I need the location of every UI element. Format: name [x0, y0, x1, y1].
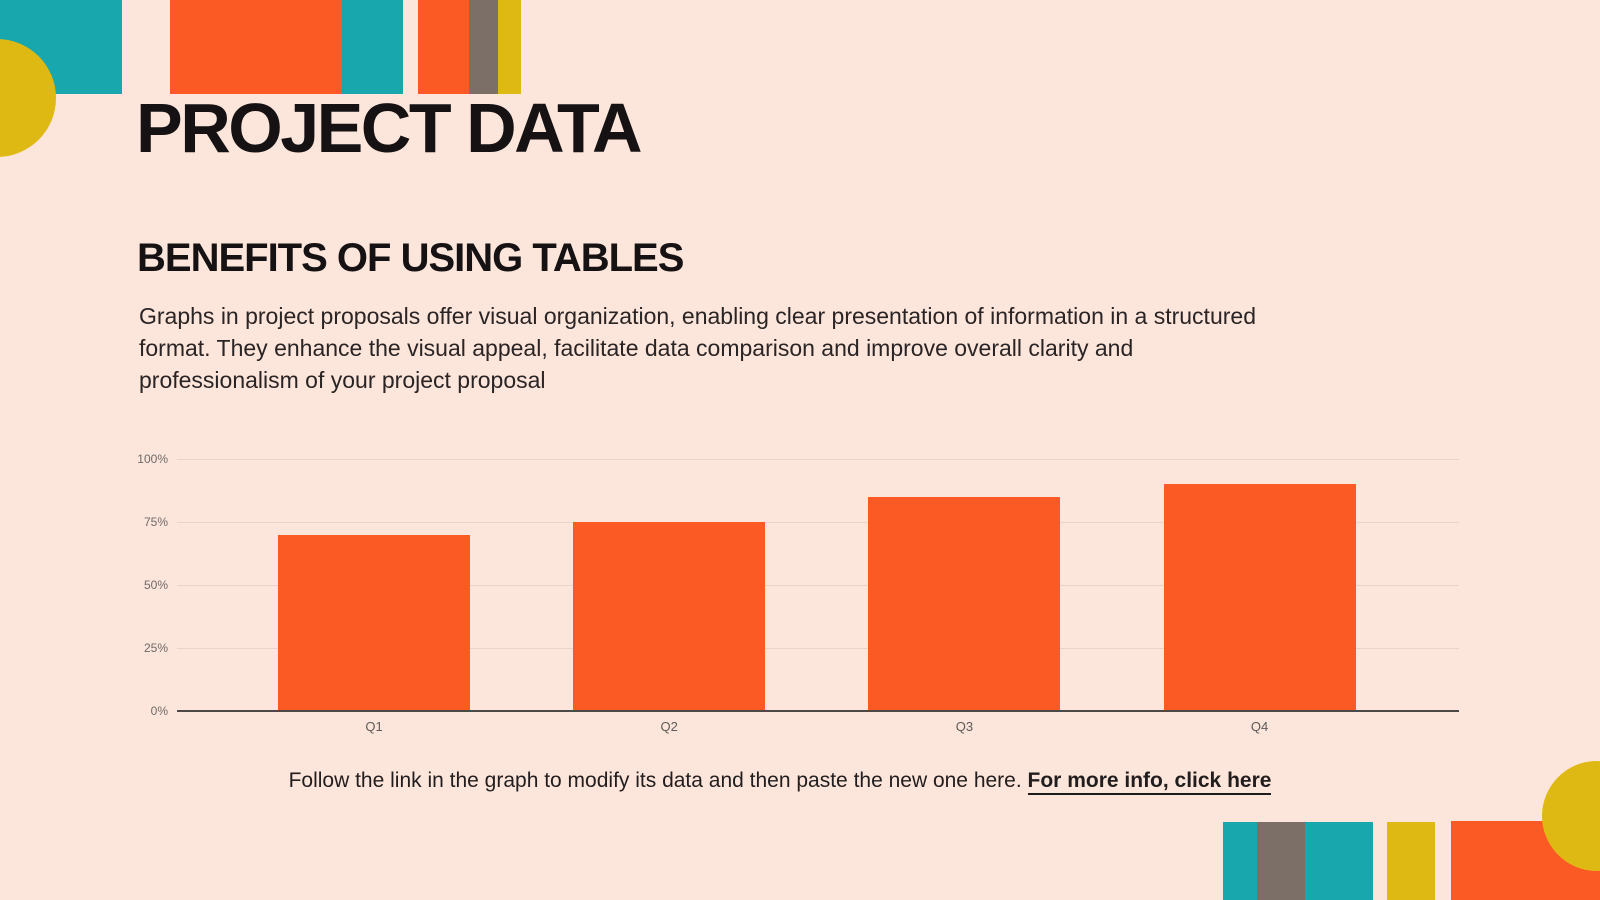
gridline-100%	[177, 459, 1459, 460]
decor-orange-stripe-top	[418, 0, 469, 94]
page-title: PROJECT DATA	[136, 89, 643, 167]
decor-orange-rect-top	[170, 0, 342, 94]
footer-more-info-link[interactable]: For more info, click here	[1027, 769, 1272, 795]
footer-text: Follow the link in the graph to modify i…	[288, 769, 1022, 792]
decor-teal-rect-top	[342, 0, 403, 94]
paragraph-line: professionalism of your project proposal	[139, 367, 546, 393]
y-axis-tick-100%: 100%	[137, 452, 168, 466]
bar-q1	[278, 534, 470, 711]
x-axis-label-q1: Q1	[365, 719, 383, 734]
decor-yellow-stripe-bottom	[1387, 822, 1435, 900]
gridline-75%	[177, 522, 1459, 523]
x-axis-label-q3: Q3	[955, 719, 974, 734]
bar-q2	[573, 522, 766, 711]
paragraph-line: format. They enhance the visual appeal, …	[139, 335, 1134, 361]
y-axis-tick-25%: 25%	[143, 641, 168, 655]
x-axis-line	[177, 710, 1459, 712]
bar-chart[interactable]: 0% 25% 50% 75% 100% Q1 Q2 Q3 Q4	[0, 420, 1600, 750]
x-axis-label-q4: Q4	[1250, 719, 1269, 734]
paragraph-line: Graphs in project proposals offer visual…	[139, 303, 1256, 329]
section-heading: BENEFITS OF USING TABLES	[137, 236, 684, 280]
decor-yellow-stripe-top	[498, 0, 521, 94]
bar-q4	[1163, 484, 1356, 711]
y-axis-tick-75%: 75%	[143, 515, 168, 529]
gridline-25%	[177, 648, 1459, 649]
body-paragraph: Graphs in project proposals offer visual…	[139, 300, 1256, 396]
y-axis-tick-0%: 0%	[150, 704, 168, 718]
x-axis-label-q2: Q2	[660, 719, 678, 734]
footer-note: Follow the link in the graph to modify i…	[80, 769, 1480, 795]
y-axis-tick-50%: 50%	[143, 578, 168, 592]
decor-gray-stripe-bottom	[1257, 822, 1305, 900]
decor-gray-stripe-top	[469, 0, 498, 94]
bar-q3	[868, 496, 1061, 711]
gridline-50%	[177, 585, 1459, 586]
